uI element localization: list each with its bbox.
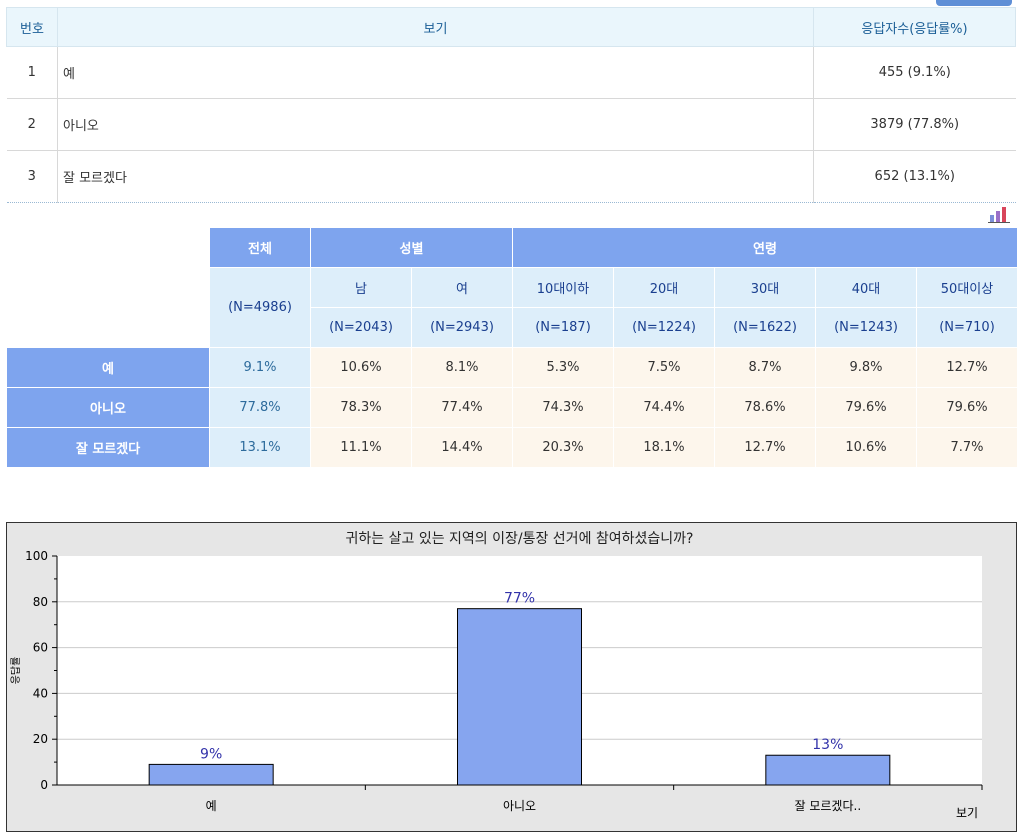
results-header-row: 번호 보기 응답자수(응답률%) (6, 7, 1016, 47)
subgroup-label: 남 (310, 267, 412, 308)
x-tick-label: 예 (206, 799, 217, 813)
crosstab-corner (6, 227, 210, 348)
subgroup-label: 40대 (815, 267, 917, 308)
y-tick-label: 100 (25, 549, 48, 563)
subgroup-n: (N=710) (916, 307, 1018, 348)
cell: 12.7% (714, 427, 816, 468)
bar-data-label: 13% (812, 737, 843, 753)
row-label: 예 (6, 347, 210, 388)
x-tick-label: 잘 모르겠다.. (795, 799, 862, 813)
row-count: 3879 (77.8%) (813, 98, 1016, 151)
table-row: 3 잘 모르겠다 652 (13.1%) (6, 150, 1016, 203)
bar (457, 608, 582, 786)
cell: 77.4% (411, 387, 513, 428)
chart-title: 귀하는 살고 있는 지역의 이장/통장 선거에 참여하셨습니까? (346, 531, 694, 547)
cell: 11.1% (310, 427, 412, 468)
cell: 8.7% (714, 347, 816, 388)
row-label: 잘 모르겠다 (6, 427, 210, 468)
subgroup-label: 여 (411, 267, 513, 308)
row-count: 455 (9.1%) (813, 46, 1016, 99)
table-row: 2 아니오 3879 (77.8%) (6, 98, 1016, 151)
bar-data-label: 77% (504, 591, 535, 607)
table-row: 예 9.1% 10.6% 8.1% 5.3% 7.5% 8.7% 9.8% 12… (6, 347, 1018, 388)
subgroup-label: 50대이상 (916, 267, 1018, 308)
subgroup-n: (N=1622) (714, 307, 816, 348)
subgroup-n: (N=2943) (411, 307, 513, 348)
header-option: 보기 (57, 7, 814, 47)
subgroup-label: 20대 (613, 267, 715, 308)
subgroup-label: 30대 (714, 267, 816, 308)
header-count: 응답자수(응답률%) (813, 7, 1016, 47)
total-n: (N=4986) (209, 267, 311, 348)
cell: 10.6% (310, 347, 412, 388)
cell: 20.3% (512, 427, 614, 468)
bar (765, 754, 891, 786)
table-row: 아니오 77.8% 78.3% 77.4% 74.3% 74.4% 78.6% … (6, 387, 1018, 428)
bar-chart-panel: 귀하는 살고 있는 지역의 이장/통장 선거에 참여하셨습니까? 0 20 40 60 8… (6, 522, 1017, 832)
y-tick-label: 20 (33, 732, 48, 746)
bar (148, 763, 274, 786)
row-count: 652 (13.1%) (813, 150, 1016, 203)
row-total: 77.8% (209, 387, 311, 428)
bar-chart-icon[interactable] (988, 205, 1010, 223)
cell: 14.4% (411, 427, 513, 468)
y-tick-label: 60 (33, 641, 48, 655)
cell: 7.7% (916, 427, 1018, 468)
subgroup-n: (N=187) (512, 307, 614, 348)
cell: 7.5% (613, 347, 715, 388)
subgroup-n: (N=2043) (310, 307, 412, 348)
bar-data-label: 9% (200, 746, 222, 762)
row-option: 잘 모르겠다 (57, 150, 814, 203)
cell: 74.3% (512, 387, 614, 428)
crosstab-table: 전체 성별 연령 (N=4986) 남 여 10대이하 20대 30대 40대 … (6, 227, 1018, 468)
y-tick-label: 0 (40, 778, 48, 792)
top-right-button[interactable] (936, 0, 1012, 6)
row-total: 9.1% (209, 347, 311, 388)
row-option: 예 (57, 46, 814, 99)
y-tick-label: 40 (33, 686, 48, 700)
row-number: 3 (6, 150, 58, 203)
cell: 78.3% (310, 387, 412, 428)
cell: 78.6% (714, 387, 816, 428)
header-gender: 성별 (310, 227, 513, 268)
cell: 9.8% (815, 347, 917, 388)
cell: 8.1% (411, 347, 513, 388)
row-option: 아니오 (57, 98, 814, 151)
bar-chart: 귀하는 살고 있는 지역의 이장/통장 선거에 참여하셨습니까? 0 20 40 60 8… (10, 531, 983, 820)
x-tick-label: 아니오 (503, 799, 536, 813)
row-number: 2 (6, 98, 58, 151)
table-row: 잘 모르겠다 13.1% 11.1% 14.4% 20.3% 18.1% 12.… (6, 427, 1018, 468)
cell: 79.6% (916, 387, 1018, 428)
subgroup-label: 10대이하 (512, 267, 614, 308)
subgroup-n: (N=1224) (613, 307, 715, 348)
table-row: 1 예 455 (9.1%) (6, 46, 1016, 99)
header-total: 전체 (209, 227, 311, 268)
cell: 79.6% (815, 387, 917, 428)
x-axis-label: 보기 (956, 806, 978, 820)
cell: 5.3% (512, 347, 614, 388)
header-age: 연령 (512, 227, 1018, 268)
row-total: 13.1% (209, 427, 311, 468)
y-axis-label: 응답률 (10, 657, 22, 685)
cell: 74.4% (613, 387, 715, 428)
cell: 12.7% (916, 347, 1018, 388)
header-number: 번호 (6, 7, 58, 47)
cell: 18.1% (613, 427, 715, 468)
subgroup-n: (N=1243) (815, 307, 917, 348)
cell: 10.6% (815, 427, 917, 468)
row-label: 아니오 (6, 387, 210, 428)
y-tick-label: 80 (33, 595, 48, 609)
row-number: 1 (6, 46, 58, 99)
results-table: 번호 보기 응답자수(응답률%) 1 예 455 (9.1%) 2 아니오 38… (6, 7, 1016, 203)
